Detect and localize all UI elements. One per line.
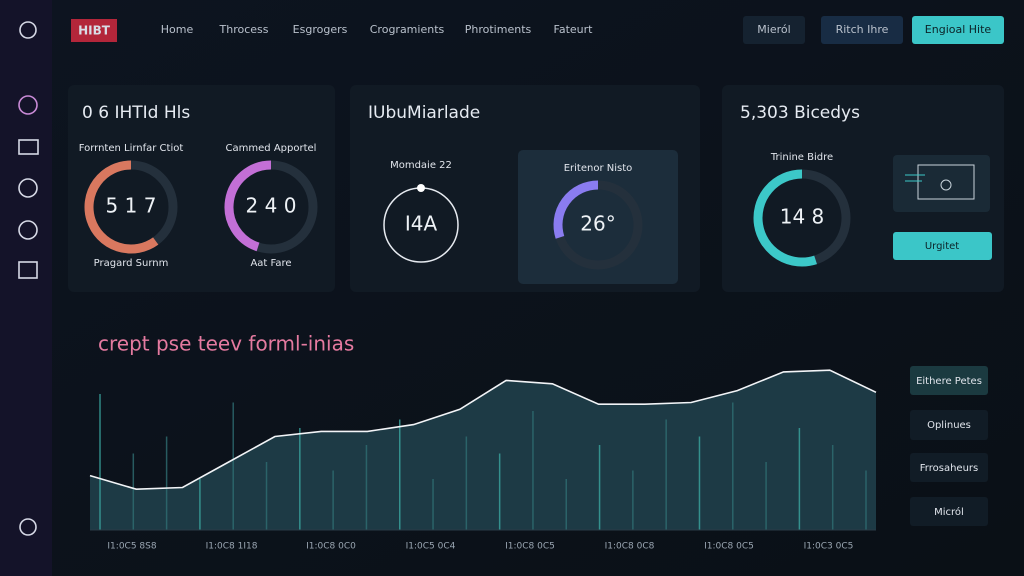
x-tick-label: I1:0C8 0C5 — [505, 542, 555, 552]
nav-bar: Home Throcess Esgrogers Crogramients Phr… — [161, 23, 593, 36]
inner-card — [518, 150, 678, 284]
sidebar — [0, 0, 52, 576]
gauge-value: 5 1 7 — [106, 194, 157, 218]
x-tick-label: I1:0C8 0C5 — [704, 542, 754, 552]
nav-icon[interactable] — [18, 261, 38, 279]
gauge-label: Trinine Bidre — [770, 152, 833, 163]
x-tick-label: I1:0C8 0C8 — [605, 542, 655, 552]
x-tick-label: I1:0C5 0C4 — [406, 542, 456, 552]
x-tick-label: I1:0C8 1I18 — [206, 542, 258, 552]
gauge-arc — [84, 160, 159, 254]
card-title: IUbuMiarlade — [368, 103, 480, 123]
button[interactable] — [912, 16, 1004, 44]
gauge-sub: Pragard Surnm — [94, 258, 169, 269]
gauge-label: Forrnten Lirnfar Ctiot — [79, 143, 184, 154]
nav-icon[interactable] — [18, 178, 38, 198]
button-label[interactable]: Engioal Hite — [925, 23, 992, 36]
button-label[interactable]: Ritch Ihre — [836, 23, 889, 36]
side-button-label[interactable]: Eithere Petes — [916, 376, 982, 387]
nav-icon[interactable] — [18, 139, 39, 155]
gauge-arc — [553, 180, 599, 239]
gauge-value: 26° — [580, 212, 615, 236]
nav-item[interactable]: Esgrogers — [293, 23, 348, 36]
card-title: 0 6 IHTId Hls — [82, 103, 190, 123]
side-button-label[interactable]: Micról — [934, 506, 964, 518]
button[interactable] — [743, 16, 805, 44]
line — [89, 369, 877, 491]
sidebar-icons — [18, 21, 39, 536]
nav-icon[interactable] — [18, 220, 38, 240]
gauge-arc — [224, 160, 272, 252]
x-tick-label: I1:0C8 0C0 — [306, 542, 356, 552]
side-button-label[interactable]: Oplinues — [927, 420, 971, 431]
app-icon[interactable] — [19, 21, 37, 39]
nav-item[interactable]: Home — [161, 23, 194, 36]
nav-item[interactable]: Phrotiments — [465, 23, 532, 36]
button-label[interactable]: Mieról — [757, 23, 790, 36]
x-tick-label: I1:0C5 8S8 — [107, 542, 156, 552]
logo: HIBT — [78, 24, 111, 38]
chart-title: crept pse teev forml-inias — [98, 332, 354, 356]
logo-badge — [71, 19, 117, 42]
gauge-value: I4A — [405, 212, 438, 236]
x-tick-label: I1:0C3 0C5 — [804, 542, 854, 552]
card-title: 5,303 Bicedys — [740, 103, 860, 123]
nav-item[interactable]: Throcess — [219, 23, 269, 36]
nav-item[interactable]: Crogramients — [370, 23, 445, 36]
button[interactable] — [821, 16, 903, 44]
button-label[interactable]: Urgitet — [925, 241, 959, 252]
settings-icon[interactable] — [19, 518, 37, 536]
nav-icon[interactable] — [18, 95, 38, 115]
side-button[interactable] — [910, 497, 988, 526]
side-button-label[interactable]: Frrosaheurs — [920, 463, 978, 474]
button[interactable] — [893, 232, 992, 260]
gauge-value: 14 8 — [780, 205, 825, 229]
illustration-icon — [905, 164, 975, 200]
gauge-sub: Aat Fare — [250, 258, 291, 269]
gauge-dot — [417, 184, 425, 192]
side-button[interactable] — [910, 366, 988, 395]
gauge-label: Momdaie 22 — [390, 160, 452, 171]
chart: I1:0C5 8S8 I1:0C8 1I18 I1:0C8 0C0 I1:0C5 0C… — [89, 369, 877, 552]
gauge-value: 2 4 0 — [246, 194, 297, 218]
gauge-arc — [753, 169, 817, 267]
area — [90, 370, 876, 530]
gauge-label: Eritenor Nisto — [564, 163, 633, 174]
side-button[interactable] — [910, 410, 988, 440]
side-button[interactable] — [910, 453, 988, 482]
card — [68, 85, 335, 292]
gauge-label: Cammed Apportel — [226, 143, 317, 154]
nav-item[interactable]: Fateurt — [554, 23, 594, 36]
